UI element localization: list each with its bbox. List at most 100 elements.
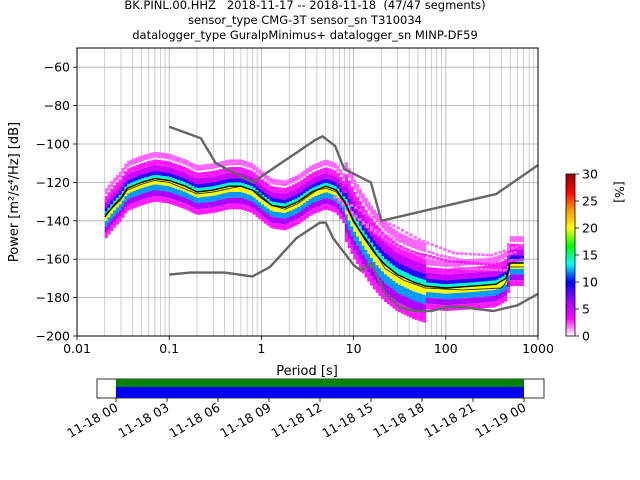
pdf-outlier-cell — [384, 239, 388, 243]
pdf-cell — [202, 164, 206, 171]
pdf-cell — [236, 203, 240, 210]
pdf-cell — [149, 185, 153, 192]
pdf-cell — [484, 290, 488, 297]
pdf-cell — [210, 207, 214, 214]
pdf-cell — [163, 172, 167, 178]
pdf-cell — [434, 273, 438, 280]
pdf-cell — [325, 198, 329, 204]
timeline-tick-label: 11-18 06 — [166, 400, 222, 441]
pdf-outlier-cell — [439, 254, 443, 258]
pdf-cell — [384, 222, 388, 232]
pdf-outlier-cell — [358, 218, 362, 222]
pdf-cell — [333, 176, 337, 182]
pdf-cell — [141, 155, 145, 161]
pdf-outlier-cell — [464, 252, 468, 256]
pdf-cell — [135, 195, 139, 202]
pdf-outlier-cell — [430, 243, 434, 246]
pdf-cell — [249, 207, 253, 213]
pdf-cell — [417, 240, 421, 251]
pdf-cell — [495, 294, 499, 301]
pdf-cell — [481, 281, 485, 288]
pdf-cell — [476, 285, 480, 292]
pdf-cell — [384, 292, 388, 303]
timeline-tick-label: 11-18 00 — [64, 400, 120, 441]
pdf-cell — [208, 182, 212, 189]
pdf-cell — [182, 197, 186, 204]
pdf-cell — [428, 303, 432, 310]
pdf-outlier-cell — [483, 268, 487, 271]
pdf-outlier-cell — [352, 213, 356, 216]
pdf-cell — [451, 274, 455, 280]
pdf-cell — [227, 178, 231, 185]
pdf-cell — [356, 227, 360, 237]
pdf-outlier-cell — [477, 253, 481, 256]
pdf-cell — [434, 260, 438, 266]
pdf-cell — [146, 153, 150, 160]
pdf-outlier-cell — [436, 257, 440, 260]
pdf-cell — [132, 181, 136, 188]
pdf-outlier-cell — [400, 247, 404, 250]
pdf-cell — [236, 159, 240, 166]
pdf-cell — [263, 217, 267, 224]
pdf-cell — [445, 299, 449, 306]
pdf-cell — [216, 175, 220, 182]
pdf-cell — [171, 162, 175, 169]
pdf-cell — [400, 264, 404, 274]
pdf-cell — [353, 179, 357, 189]
pdf-cell — [110, 219, 114, 226]
pdf-cell — [146, 176, 150, 183]
pdf-cell — [389, 287, 393, 298]
pdf-cell — [347, 189, 351, 199]
pdf-cell — [219, 184, 223, 191]
pdf-cell — [448, 280, 452, 286]
timeline-tick-label: 11-18 12 — [268, 400, 324, 441]
pdf-outlier-cell — [365, 225, 370, 229]
pdf-cell — [400, 270, 404, 280]
pdf-cell — [236, 192, 240, 198]
pdf-outlier-cell — [396, 226, 400, 230]
pdf-cell — [252, 203, 256, 209]
pdf-cell — [520, 274, 524, 281]
pdf-cell — [249, 182, 253, 188]
pdf-cell — [445, 293, 449, 300]
pdf-cell — [294, 183, 298, 190]
pdf-cell — [470, 303, 474, 310]
pdf-cell — [476, 297, 480, 304]
pdf-cell — [255, 167, 259, 173]
pdf-cell — [409, 289, 413, 300]
pdf-outlier-cell — [354, 206, 358, 209]
pdf-outlier-cell — [337, 198, 341, 201]
pdf-cell — [113, 204, 117, 211]
pdf-cell — [358, 259, 362, 269]
pdf-outlier-cell — [498, 268, 503, 272]
pdf-cell — [269, 185, 273, 192]
pdf-cell — [314, 186, 318, 193]
pdf-cell — [297, 197, 301, 203]
pdf-cell — [358, 219, 362, 229]
pdf-cell — [110, 188, 114, 195]
pdf-cell — [263, 206, 267, 213]
pdf-cell — [152, 175, 156, 181]
pdf-cell — [386, 294, 390, 305]
pdf-cell — [506, 256, 510, 263]
pdf-cell — [308, 193, 312, 199]
pdf-cell — [168, 192, 172, 199]
pdf-outlier-cell — [487, 268, 491, 271]
pdf-cell — [294, 213, 298, 220]
pdf-cell — [210, 170, 214, 177]
pdf-cell — [118, 215, 122, 222]
pdf-cell — [205, 196, 209, 203]
pdf-cell — [448, 299, 452, 306]
pdf-cell — [196, 197, 200, 204]
pdf-cell — [152, 184, 156, 191]
pdf-cell — [439, 287, 443, 294]
pdf-cell — [398, 284, 402, 294]
x-tick-label: 0.1 — [159, 341, 179, 356]
pdf-cell — [275, 217, 279, 224]
pdf-cell — [127, 174, 131, 180]
pdf-cell — [479, 258, 483, 265]
pdf-outlier-cell — [439, 246, 443, 250]
pdf-cell — [325, 182, 329, 189]
pdf-cell — [420, 263, 424, 273]
pdf-cell — [163, 166, 167, 173]
